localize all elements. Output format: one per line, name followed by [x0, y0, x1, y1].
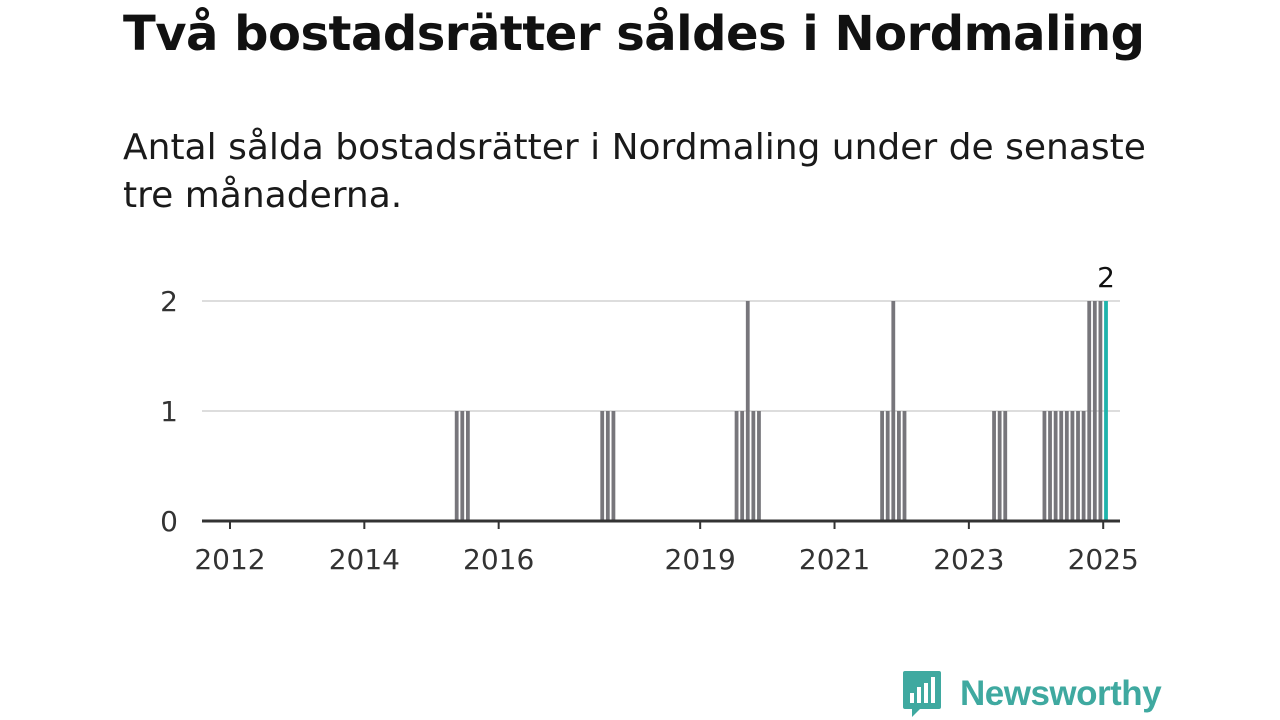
bar: [1098, 301, 1103, 521]
bar: [1042, 411, 1047, 521]
bar: [740, 411, 745, 521]
bar-chart-speech-bubble-icon: [903, 671, 941, 717]
bar: [896, 411, 901, 521]
bar: [997, 411, 1002, 521]
newsworthy-logo: Newsworthy: [902, 669, 1162, 719]
logo-name: Newsworthy: [960, 674, 1162, 713]
bar: [902, 411, 907, 521]
bar: [1070, 411, 1075, 521]
bar: [1081, 411, 1086, 521]
bar: [465, 411, 470, 521]
bar: [1048, 411, 1052, 521]
bar: [751, 411, 756, 521]
bar: [1087, 301, 1092, 521]
data-label: 2: [1097, 261, 1115, 294]
bar: [611, 411, 616, 521]
bar: [605, 411, 610, 521]
bar: [885, 411, 890, 521]
bar: [891, 301, 896, 521]
bar: [745, 301, 750, 521]
bar-highlight: [1104, 301, 1108, 521]
x-tick-label: 2012: [194, 543, 265, 576]
bar: [1092, 301, 1097, 521]
bar: [1059, 411, 1064, 521]
bar: [734, 411, 739, 521]
x-tick-label: 2014: [329, 543, 400, 576]
bar: [1053, 411, 1058, 521]
y-tick-label: 0: [160, 505, 178, 538]
bar: [454, 411, 459, 521]
chart-subtitle: Antal sålda bostadsrätter i Nordmaling u…: [123, 127, 1146, 216]
bar-chart: 0 1 2 2012 2014 2016 2019 2021 2023 2025 2: [160, 261, 1139, 576]
y-tick-label: 2: [160, 285, 178, 318]
y-tick-label: 1: [160, 395, 178, 428]
bar: [1076, 411, 1080, 521]
bar: [1003, 411, 1008, 521]
x-tick-label: 2023: [933, 543, 1004, 576]
bar: [460, 411, 465, 521]
chart-title: Två bostadsrätter såldes i Nordmaling: [123, 6, 1145, 62]
bar: [1064, 411, 1069, 521]
bar: [880, 411, 885, 521]
bar: [757, 411, 761, 521]
x-tick-label: 2025: [1068, 543, 1139, 576]
x-tick-label: 2016: [463, 543, 534, 576]
x-tick-label: 2021: [799, 543, 870, 576]
bar: [992, 411, 996, 521]
bar: [600, 411, 605, 521]
x-tick-label: 2019: [665, 543, 736, 576]
